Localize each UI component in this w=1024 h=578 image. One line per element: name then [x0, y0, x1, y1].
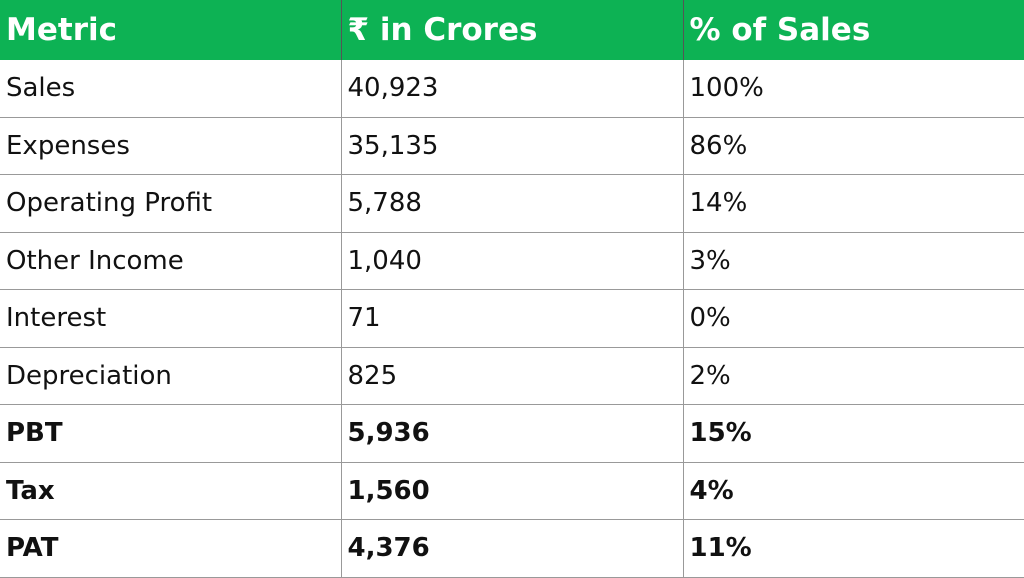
metric-cell: PBT: [0, 404, 342, 463]
percent-cell: 11%: [682, 519, 1024, 578]
value-cell: 40,923: [340, 60, 684, 118]
metric-cell: Sales: [0, 60, 342, 118]
percent-cell: 3%: [682, 232, 1024, 290]
table-row: Operating Profit 5,788 14%: [0, 174, 1024, 233]
table-row: PAT 4,376 11%: [0, 519, 1024, 578]
table-row: Expenses 35,135 86%: [0, 117, 1024, 175]
table-row: Tax 1,560 4%: [0, 462, 1024, 520]
value-cell: 5,788: [340, 174, 684, 233]
table-row: Interest 71 0%: [0, 289, 1024, 348]
metric-cell: Expenses: [0, 117, 342, 175]
value-cell: 5,936: [340, 404, 684, 463]
value-cell: 1,560: [340, 462, 684, 520]
header-percent: % of Sales: [683, 0, 1024, 60]
table-row: Other Income 1,040 3%: [0, 232, 1024, 290]
value-cell: 4,376: [340, 519, 684, 578]
metric-cell: Tax: [0, 462, 342, 520]
value-cell: 71: [340, 289, 684, 348]
percent-cell: 86%: [682, 117, 1024, 175]
table-row: Depreciation 825 2%: [0, 347, 1024, 405]
percent-cell: 15%: [682, 404, 1024, 463]
percent-cell: 4%: [682, 462, 1024, 520]
header-value: ₹ in Crores: [341, 0, 684, 60]
metric-cell: Interest: [0, 289, 342, 348]
percent-cell: 0%: [682, 289, 1024, 348]
value-cell: 1,040: [340, 232, 684, 290]
table-row: Sales 40,923 100%: [0, 60, 1024, 118]
header-row: Metric ₹ in Crores % of Sales: [0, 0, 1024, 60]
table-row: PBT 5,936 15%: [0, 404, 1024, 463]
percent-cell: 14%: [682, 174, 1024, 233]
value-cell: 35,135: [340, 117, 684, 175]
percent-cell: 2%: [682, 347, 1024, 405]
metric-cell: Other Income: [0, 232, 342, 290]
metric-cell: PAT: [0, 519, 342, 578]
value-cell: 825: [340, 347, 684, 405]
metric-cell: Depreciation: [0, 347, 342, 405]
header-metric: Metric: [0, 0, 342, 60]
metric-cell: Operating Profit: [0, 174, 342, 233]
percent-cell: 100%: [682, 60, 1024, 118]
